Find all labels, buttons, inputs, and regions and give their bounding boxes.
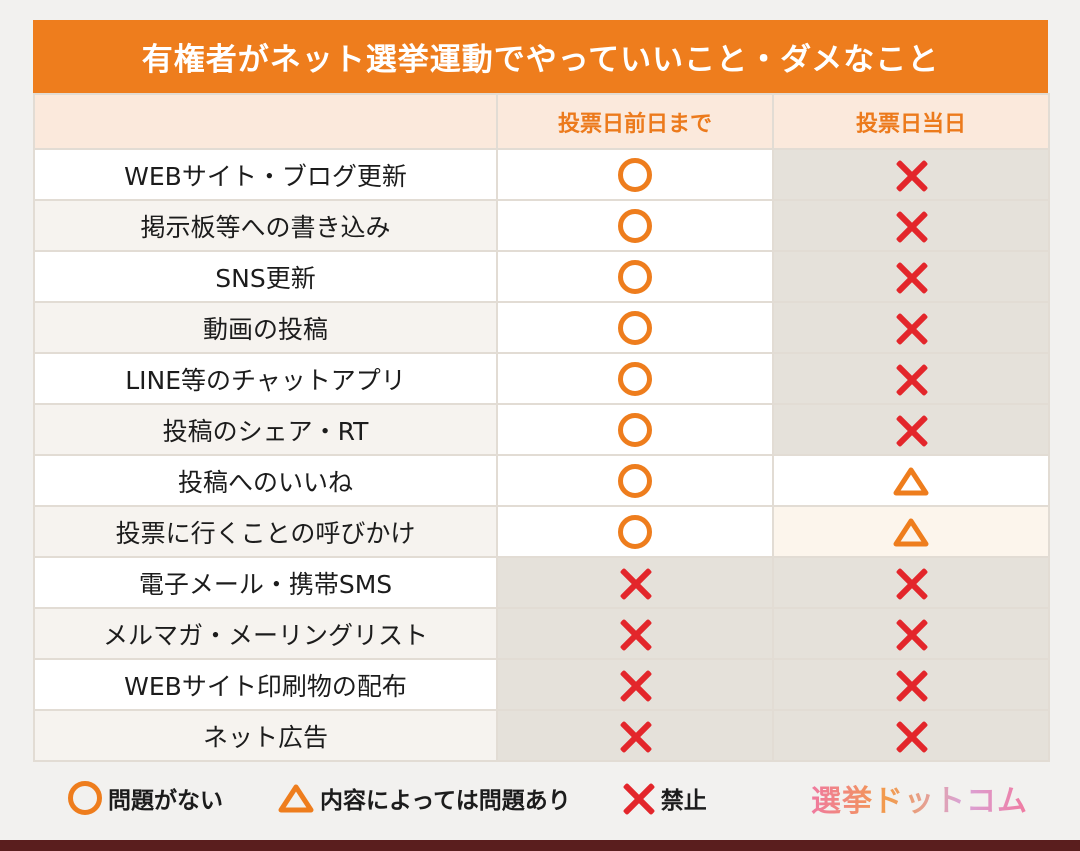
- row-label: 掲示板等への書き込み: [33, 199, 498, 252]
- cell-before-election-day: [496, 607, 774, 660]
- cell-before-election-day: [496, 250, 774, 303]
- cross-icon: [894, 413, 928, 447]
- row-label: 投稿のシェア・RT: [33, 403, 498, 456]
- circle-icon: [618, 310, 652, 345]
- table-row: メルマガ・メーリングリスト: [33, 607, 1050, 660]
- row-label: WEBサイト・ブログ更新: [33, 148, 498, 201]
- election-rules-table-frame: 有権者がネット選挙運動でやっていいこと・ダメなこと 投票日前日まで 投票日当日 …: [33, 20, 1050, 762]
- triangle-icon: [278, 784, 314, 813]
- table-row: 投票に行くことの呼びかけ: [33, 505, 1050, 558]
- cross-icon: [894, 566, 928, 600]
- table-row: 掲示板等への書き込み: [33, 199, 1050, 252]
- logo: 選挙ドットコム: [811, 776, 1028, 820]
- legend-ok: 問題がない: [68, 781, 223, 815]
- legend-ng: 禁止: [621, 781, 707, 815]
- cross-icon: [894, 362, 928, 396]
- table-row: SNS更新: [33, 250, 1050, 303]
- page-title: 有権者がネット選挙運動でやっていいこと・ダメなこと: [33, 20, 1048, 93]
- triangle-icon: [893, 518, 929, 546]
- circle-icon: [618, 514, 652, 549]
- cell-election-day: [772, 709, 1050, 762]
- legend-maybe: 内容によっては問題あり: [278, 781, 571, 815]
- circle-icon: [618, 157, 652, 192]
- cross-icon: [894, 719, 928, 753]
- cell-before-election-day: [496, 352, 774, 405]
- table-row: 投稿へのいいね: [33, 454, 1050, 507]
- cross-icon: [894, 158, 928, 192]
- cross-icon: [894, 209, 928, 243]
- cross-icon: [618, 617, 652, 651]
- circle-icon: [618, 361, 652, 396]
- cell-election-day: [772, 658, 1050, 711]
- circle-icon: [618, 208, 652, 243]
- cell-election-day: [772, 505, 1050, 558]
- cell-before-election-day: [496, 301, 774, 354]
- table-row: ネット広告: [33, 709, 1050, 762]
- row-label: WEBサイト印刷物の配布: [33, 658, 498, 711]
- cell-before-election-day: [496, 454, 774, 507]
- table-row: WEBサイト印刷物の配布: [33, 658, 1050, 711]
- row-label: 電子メール・携帯SMS: [33, 556, 498, 609]
- table-row: LINE等のチャットアプリ: [33, 352, 1050, 405]
- circle-icon: [618, 259, 652, 294]
- legend-ok-label: 問題がない: [108, 788, 223, 814]
- cell-before-election-day: [496, 403, 774, 456]
- row-label: メルマガ・メーリングリスト: [33, 607, 498, 660]
- circle-icon: [618, 412, 652, 447]
- header-election-day: 投票日当日: [772, 93, 1050, 150]
- bottom-bar: [0, 840, 1080, 851]
- cell-election-day: [772, 148, 1050, 201]
- row-label: ネット広告: [33, 709, 498, 762]
- cross-icon: [621, 781, 655, 815]
- table-header-row: 投票日前日まで 投票日当日: [33, 93, 1050, 150]
- row-label: LINE等のチャットアプリ: [33, 352, 498, 405]
- cell-before-election-day: [496, 148, 774, 201]
- cell-before-election-day: [496, 556, 774, 609]
- row-label: 投稿へのいいね: [33, 454, 498, 507]
- triangle-icon: [893, 467, 929, 495]
- table-row: 動画の投稿: [33, 301, 1050, 354]
- row-label: SNS更新: [33, 250, 498, 303]
- cell-before-election-day: [496, 658, 774, 711]
- header-item: [33, 93, 498, 150]
- header-before-election-day: 投票日前日まで: [496, 93, 774, 150]
- legend-ng-label: 禁止: [660, 788, 707, 814]
- cell-election-day: [772, 250, 1050, 303]
- rules-table: 投票日前日まで 投票日当日 WEBサイト・ブログ更新 掲示板等への書き込み SNS更…: [33, 93, 1050, 762]
- table-row: 投稿のシェア・RT: [33, 403, 1050, 456]
- row-label: 投票に行くことの呼びかけ: [33, 505, 498, 558]
- legend-maybe-label: 内容によっては問題あり: [320, 788, 571, 814]
- table-row: 電子メール・携帯SMS: [33, 556, 1050, 609]
- circle-icon: [618, 463, 652, 498]
- circle-icon: [68, 781, 102, 815]
- cross-icon: [618, 566, 652, 600]
- row-label: 動画の投稿: [33, 301, 498, 354]
- cell-before-election-day: [496, 505, 774, 558]
- legend: 問題がない 内容によっては問題あり 禁止 選挙ドットコム: [33, 773, 1048, 823]
- cell-before-election-day: [496, 709, 774, 762]
- cross-icon: [618, 719, 652, 753]
- cell-election-day: [772, 352, 1050, 405]
- cell-election-day: [772, 403, 1050, 456]
- cell-election-day: [772, 301, 1050, 354]
- cross-icon: [618, 668, 652, 702]
- table-row: WEBサイト・ブログ更新: [33, 148, 1050, 201]
- cell-election-day: [772, 454, 1050, 507]
- table-body: WEBサイト・ブログ更新 掲示板等への書き込み SNS更新 動画の投稿 LINE等のチャ…: [33, 148, 1050, 762]
- cross-icon: [894, 617, 928, 651]
- cell-election-day: [772, 556, 1050, 609]
- cell-election-day: [772, 607, 1050, 660]
- cell-before-election-day: [496, 199, 774, 252]
- cross-icon: [894, 311, 928, 345]
- cross-icon: [894, 260, 928, 294]
- cross-icon: [894, 668, 928, 702]
- cell-election-day: [772, 199, 1050, 252]
